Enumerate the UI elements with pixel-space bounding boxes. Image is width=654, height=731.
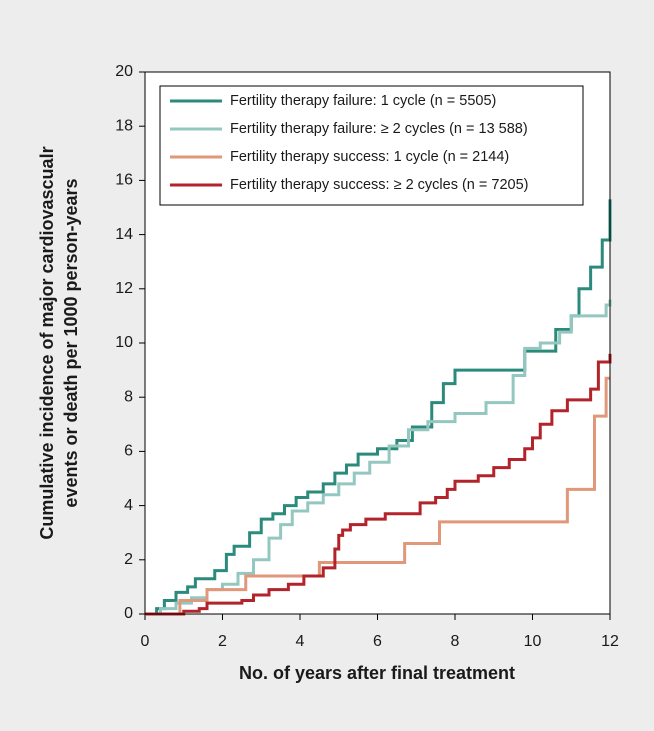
series-line <box>145 199 612 616</box>
y-tick-label: 20 <box>115 63 133 80</box>
y-axis-title: events or death per 1000 person-years <box>61 178 81 507</box>
y-tick-label: 0 <box>124 605 133 622</box>
y-tick-label: 12 <box>115 280 133 297</box>
x-tick-label: 4 <box>296 633 305 650</box>
y-tick-label: 8 <box>124 388 133 405</box>
y-tick-label: 16 <box>115 172 133 189</box>
x-tick-label: 10 <box>524 633 542 650</box>
x-tick-label: 6 <box>373 633 382 650</box>
x-tick-label: 12 <box>601 633 619 650</box>
series-line <box>145 353 612 616</box>
y-tick-label: 14 <box>115 226 133 243</box>
legend-label: Fertility therapy failure: ≥ 2 cycles (n… <box>230 121 528 137</box>
y-tick-label: 18 <box>115 117 133 134</box>
x-axis-title: No. of years after final treatment <box>239 663 515 683</box>
y-axis-title: Cumulative incidence of major cardiovasc… <box>37 146 57 539</box>
x-tick-label: 2 <box>218 633 227 650</box>
y-tick-label: 10 <box>115 334 133 351</box>
x-tick-label: 8 <box>451 633 460 650</box>
y-tick-label: 6 <box>124 443 133 460</box>
y-tick-label: 4 <box>124 497 133 514</box>
legend-label: Fertility therapy failure: 1 cycle (n = … <box>230 93 496 109</box>
legend-label: Fertility therapy success: 1 cycle (n = … <box>230 149 509 165</box>
legend-label: Fertility therapy success: ≥ 2 cycles (n… <box>230 177 528 193</box>
series-line <box>145 376 610 616</box>
plot-frame <box>144 71 611 615</box>
legend-box <box>159 85 584 206</box>
y-tick-label: 2 <box>124 551 133 568</box>
x-tick-label: 0 <box>141 633 150 650</box>
